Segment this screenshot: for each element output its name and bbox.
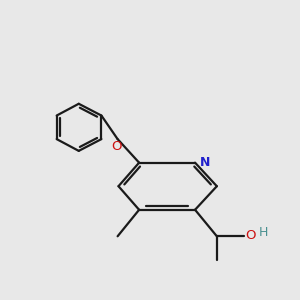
Text: O: O [111, 140, 122, 153]
Text: N: N [200, 156, 211, 169]
Text: O: O [246, 229, 256, 242]
Text: H: H [258, 226, 268, 239]
